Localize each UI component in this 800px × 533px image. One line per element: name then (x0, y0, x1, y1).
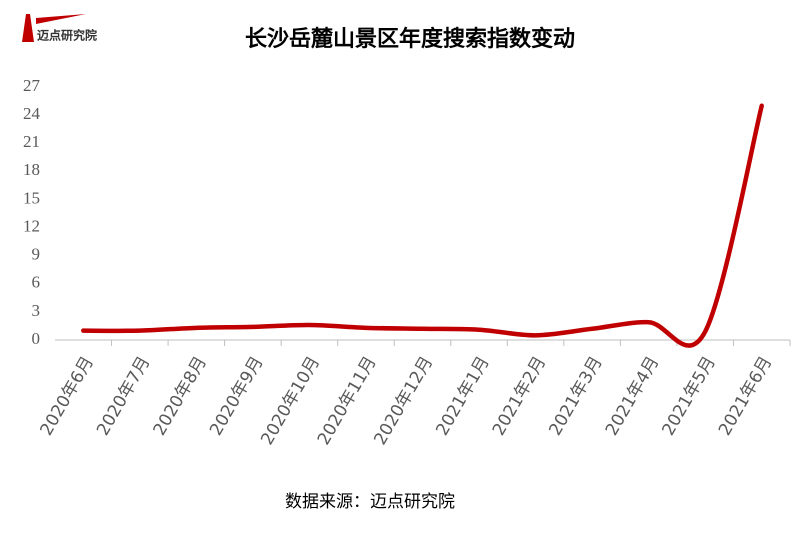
y-tick-label: 18 (23, 160, 40, 179)
x-tick-label: 2020年8月 (150, 353, 211, 439)
x-tick-label: 2020年7月 (93, 353, 154, 439)
x-tick-label: 2021年2月 (489, 353, 550, 439)
x-tick-label: 2020年11月 (314, 353, 381, 449)
y-tick-label: 3 (32, 301, 41, 320)
x-tick-label: 2021年5月 (658, 353, 719, 439)
x-tick-label: 2020年12月 (370, 353, 437, 449)
y-tick-label: 0 (32, 329, 41, 348)
logo-icon (22, 14, 34, 42)
y-tick-label: 15 (23, 188, 40, 207)
x-tick-label: 2021年6月 (715, 353, 776, 439)
logo-stripe (36, 14, 86, 24)
x-tick-label: 2021年3月 (545, 353, 606, 439)
x-tick-label: 2020年9月 (206, 353, 267, 439)
logo-text: 迈点研究院 (37, 28, 97, 43)
logo: 迈点研究院 (22, 14, 97, 43)
x-tick-label: 2021年4月 (602, 353, 663, 439)
chart-title: 长沙岳麓山景区年度搜索指数变动 (245, 26, 575, 52)
x-tick-label: 2021年1月 (432, 353, 493, 439)
y-tick-label: 9 (32, 245, 41, 264)
y-tick-label: 21 (23, 132, 40, 151)
y-tick-label: 12 (23, 216, 40, 235)
y-tick-label: 27 (23, 76, 41, 95)
x-tick-label: 2020年10月 (257, 353, 324, 449)
source-note: 数据来源：迈点研究院 (285, 492, 455, 512)
line (81, 103, 764, 348)
x-tick-label: 2020年6月 (37, 353, 98, 439)
y-tick-label: 6 (32, 273, 41, 292)
y-tick-label: 24 (23, 104, 41, 123)
